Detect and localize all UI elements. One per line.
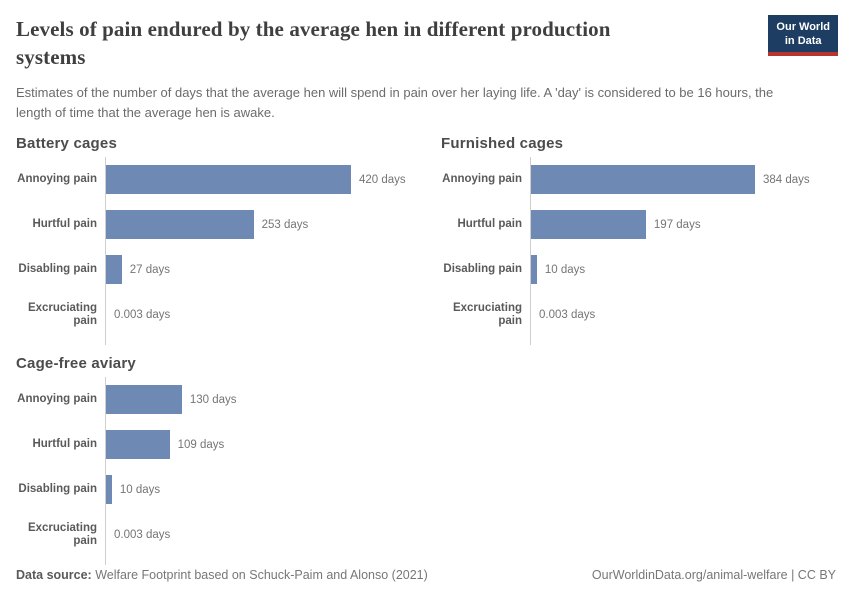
data-source-label: Data source: [16, 568, 92, 582]
chart-body: Annoying pain 384 days Hurtful pain 197 day… [441, 157, 838, 346]
bar-track: 420 days [105, 157, 413, 203]
data-source: Data source: Welfare Footprint based on … [16, 568, 428, 582]
value-label: 130 days [189, 393, 237, 406]
bar-track: 109 days [105, 422, 413, 468]
category-label: Excruciating pain [27, 521, 97, 547]
bar-row: Hurtful pain 109 days [16, 422, 413, 468]
bar-row: Disabling pain 10 days [16, 467, 413, 513]
bar [106, 475, 112, 505]
axis-line-tail [530, 337, 838, 346]
category-label: Disabling pain [18, 263, 97, 276]
charts-grid: Battery cages Annoying pain 420 days Hurtf… [16, 135, 838, 566]
bar-track: 10 days [105, 467, 413, 513]
bar-row: Annoying pain 384 days [441, 157, 838, 203]
bar [106, 385, 182, 415]
bar-row: Annoying pain 420 days [16, 157, 413, 203]
value-label: 27 days [129, 263, 171, 276]
bar-track: 0.003 days [105, 292, 413, 338]
category-label: Annoying pain [17, 393, 97, 406]
chart-body: Annoying pain 420 days Hurtful pain 253 day… [16, 157, 413, 346]
chart-body: Annoying pain 130 days Hurtful pain 109 day… [16, 377, 413, 566]
category-label: Excruciating pain [452, 301, 522, 327]
axis-line-tail [105, 557, 413, 566]
value-label: 384 days [763, 173, 810, 186]
category-label: Hurtful pain [32, 218, 97, 231]
bar-row: Hurtful pain 197 days [441, 202, 838, 248]
footer: Data source: Welfare Footprint based on … [16, 564, 836, 600]
category-label: Excruciating pain [27, 301, 97, 327]
chart-battery-cages: Battery cages Annoying pain 420 days Hurtf… [16, 135, 413, 346]
bar [106, 430, 170, 460]
chart-furnished-cages: Furnished cages Annoying pain 384 days Hur… [441, 135, 838, 346]
chart-title-cage-free-aviary: Cage-free aviary [16, 355, 136, 373]
bar-row: Excruciating pain 0.003 days [441, 292, 838, 338]
bar-row: Excruciating pain 0.003 days [16, 512, 413, 558]
value-label: 253 days [261, 218, 309, 231]
bar-row: Disabling pain 27 days [16, 247, 413, 293]
bar-track: 130 days [105, 377, 413, 423]
category-label: Annoying pain [442, 173, 522, 186]
category-label: Annoying pain [17, 173, 97, 186]
bar [531, 210, 646, 240]
axis-line-tail [105, 337, 413, 346]
chart-cage-free-aviary: Cage-free aviary Annoying pain 130 days Hu… [16, 355, 413, 566]
value-label: 197 days [653, 218, 701, 231]
bar-row: Excruciating pain 0.003 days [16, 292, 413, 338]
value-label: 0.003 days [114, 308, 171, 321]
data-source-text: Welfare Footprint based on Schuck-Paim a… [91, 568, 428, 582]
page-title: Levels of pain endured by the average he… [16, 17, 611, 69]
bar-track: 0.003 days [530, 292, 838, 338]
bar-track: 0.003 days [105, 512, 413, 558]
bar-row: Annoying pain 130 days [16, 377, 413, 423]
value-label: 10 days [544, 263, 586, 276]
bar [531, 165, 755, 195]
chart-title-battery-cages: Battery cages [16, 135, 117, 153]
footer-link[interactable]: OurWorldinData.org/animal-welfare | CC B… [591, 568, 836, 582]
value-label: 10 days [119, 483, 161, 496]
category-label: Hurtful pain [457, 218, 522, 231]
bar-row: Hurtful pain 253 days [16, 202, 413, 248]
chart-title-furnished-cages: Furnished cages [441, 135, 564, 153]
bar-row: Disabling pain 10 days [441, 247, 838, 293]
header: Levels of pain endured by the average he… [16, 14, 838, 122]
owid-logo: Our World in Data [768, 15, 838, 56]
value-label: 109 days [177, 438, 225, 451]
category-label: Hurtful pain [32, 438, 97, 451]
bar [106, 165, 351, 195]
value-label: 0.003 days [114, 528, 171, 541]
bar-track: 253 days [105, 202, 413, 248]
category-label: Disabling pain [443, 263, 522, 276]
bar [106, 210, 254, 240]
value-label: 0.003 days [539, 308, 596, 321]
bar-track: 27 days [105, 247, 413, 293]
chart-subtitle: Estimates of the number of days that the… [16, 85, 774, 120]
bar-track: 197 days [530, 202, 838, 248]
bar [531, 255, 537, 285]
category-label: Disabling pain [18, 483, 97, 496]
value-label: 420 days [359, 173, 406, 186]
bar-track: 384 days [530, 157, 838, 203]
bar-track: 10 days [530, 247, 838, 293]
logo-line2: in Data [784, 35, 822, 48]
bar [106, 255, 122, 285]
logo-line1: Our World [776, 21, 830, 33]
